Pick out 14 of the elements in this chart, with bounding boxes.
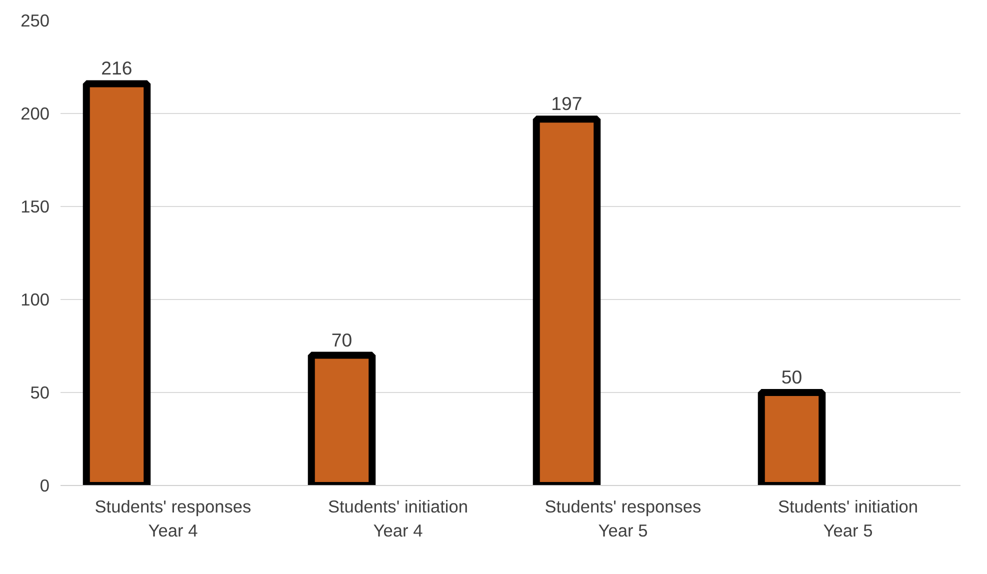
x-tick-label: Students' responses Year 5 <box>544 496 702 540</box>
y-tick-label: 100 <box>20 290 50 310</box>
x-tick-label: Students' responses Year 4 <box>94 496 252 540</box>
data-label: 50 <box>781 366 802 388</box>
x-tick-label: Students' initiation Year 5 <box>778 496 918 540</box>
data-label: 70 <box>331 329 352 350</box>
y-tick-label: 200 <box>20 104 50 124</box>
y-tick-label: 50 <box>30 382 50 402</box>
y-tick-label: 150 <box>20 196 50 216</box>
x-tick-label: Students' initiation Year 4 <box>328 496 468 540</box>
data-label: 216 <box>101 58 132 79</box>
data-label: 197 <box>551 93 582 114</box>
y-tick-label: 0 <box>40 476 50 496</box>
y-tick-label: 250 <box>20 10 50 30</box>
